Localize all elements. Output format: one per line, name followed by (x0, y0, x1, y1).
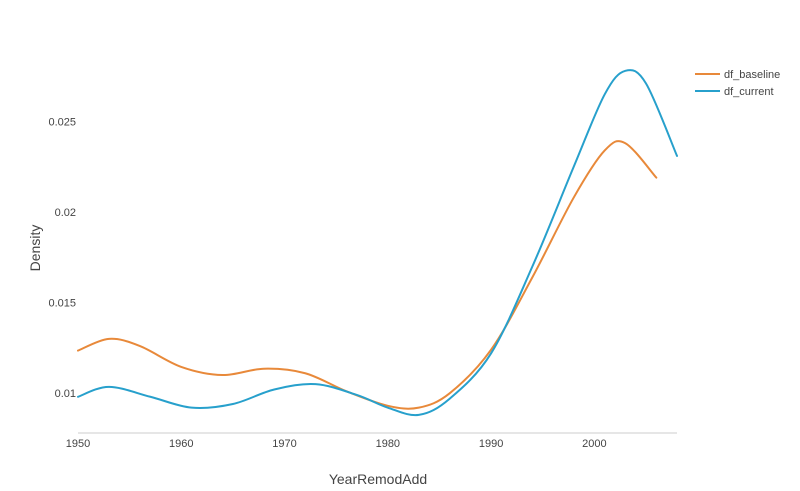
legend-label-df_current: df_current (724, 86, 774, 98)
y-tick-label: 0.025 (48, 116, 76, 128)
x-axis-title: YearRemodAdd (329, 471, 427, 487)
series-line-df_current (77, 69, 678, 417)
legend-label-df_baseline: df_baseline (724, 69, 780, 81)
x-tick-label: 2000 (582, 438, 606, 450)
x-tick-label: 1960 (169, 438, 193, 450)
series-line-df_baseline (77, 140, 658, 410)
x-tick-label: 1980 (376, 438, 400, 450)
y-axis-title: Density (27, 225, 43, 272)
y-tick-label: 0.015 (48, 298, 76, 310)
legend: df_baseline df_current (695, 69, 780, 98)
x-tick-label: 1990 (479, 438, 503, 450)
x-tick-label: 1970 (272, 438, 296, 450)
x-tick-label: 1950 (66, 438, 90, 450)
x-axis-ticks: 1950 1960 1970 1980 1990 2000 (66, 438, 607, 450)
y-tick-label: 0.02 (55, 207, 76, 219)
y-tick-label: 0.01 (55, 388, 76, 400)
series-lines (77, 69, 678, 417)
y-axis-ticks: 0.01 0.015 0.02 0.025 (48, 116, 76, 400)
